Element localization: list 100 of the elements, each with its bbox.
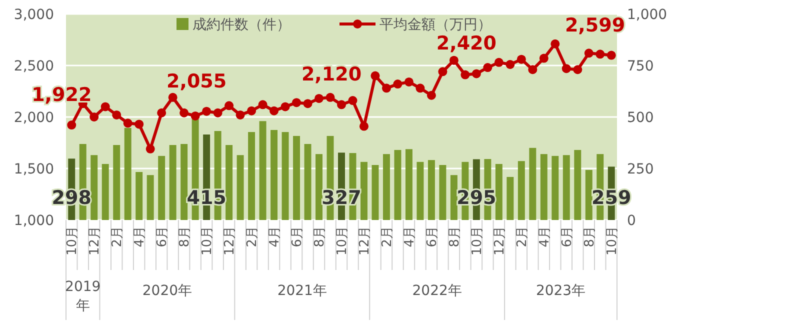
- bar: [506, 176, 514, 220]
- y-tick-label: 2,000: [14, 110, 54, 126]
- x-tick-label: 6月: [425, 226, 440, 248]
- bar: [293, 136, 300, 220]
- point: [416, 84, 425, 93]
- x-tick-label: 12月: [88, 226, 103, 256]
- x-tick-label: 2月: [514, 226, 530, 248]
- point: [516, 54, 526, 64]
- data-label: 2,055: [166, 70, 227, 92]
- text: 2021年: [277, 283, 327, 299]
- point: [112, 110, 122, 120]
- point: [134, 120, 144, 129]
- y-tick-label: 1,000: [14, 212, 54, 229]
- point: [382, 84, 391, 93]
- bar: [552, 156, 559, 220]
- point: [258, 100, 268, 110]
- point: [506, 60, 515, 69]
- bar: [102, 164, 109, 220]
- bar: [540, 154, 548, 220]
- point: [168, 92, 178, 102]
- point: [596, 50, 605, 59]
- bar: [405, 149, 412, 220]
- point: [483, 63, 492, 72]
- bar: [450, 175, 458, 220]
- point: [292, 98, 302, 108]
- bar: [226, 145, 233, 220]
- legend-label: 成約件数（件）: [192, 16, 290, 33]
- point: [247, 106, 256, 116]
- point: [562, 64, 571, 74]
- point: [180, 108, 189, 118]
- x-tick-label: 4月: [268, 226, 283, 248]
- y2-tick-label: 1,000: [627, 6, 668, 23]
- text: 2022年: [412, 283, 462, 299]
- bar: [124, 128, 132, 220]
- bar: [248, 132, 256, 220]
- point: [606, 50, 616, 60]
- bar: [416, 162, 424, 220]
- legend-label: 平均金額（万円）: [380, 16, 492, 33]
- y2-tick-label: 0: [627, 212, 636, 229]
- x-tick-label: 10月: [200, 226, 216, 256]
- bar: [562, 155, 570, 220]
- y-tick-label: 2,500: [14, 58, 54, 74]
- point: [213, 108, 222, 118]
- bar: [316, 154, 322, 220]
- x-tick-label: 2月: [245, 226, 260, 248]
- point: [472, 69, 481, 78]
- x-tick-label: 8月: [448, 226, 462, 248]
- point: [90, 112, 99, 122]
- point: [157, 108, 166, 118]
- bar: [439, 165, 446, 220]
- x-tick-label: 12月: [358, 226, 373, 256]
- point: [337, 100, 346, 110]
- x-tick-label: 12月: [492, 226, 508, 256]
- data-label: 2,420: [436, 32, 496, 55]
- x-tick-label: 2月: [110, 226, 126, 248]
- point: [314, 94, 324, 103]
- bar: [394, 150, 402, 220]
- bar: [382, 154, 390, 220]
- x-tick-label: 6月: [290, 226, 306, 248]
- y-tick-label: 1,500: [14, 161, 54, 178]
- point: [146, 144, 155, 154]
- bar: [360, 162, 368, 220]
- point: [528, 65, 538, 74]
- point: [494, 58, 504, 67]
- point: [438, 67, 448, 76]
- point: [202, 106, 212, 116]
- point: [123, 118, 132, 128]
- bar: [428, 160, 435, 220]
- x-tick-label: 4月: [132, 226, 148, 248]
- text: 2020年: [142, 283, 192, 299]
- point: [270, 106, 279, 116]
- point: [280, 102, 290, 112]
- text: 2019年: [65, 279, 101, 314]
- y2-tick-label: 500: [627, 110, 654, 126]
- text: 2023年: [536, 283, 586, 299]
- bar: [270, 130, 278, 220]
- point: [393, 80, 402, 89]
- point: [404, 77, 414, 86]
- x-tick-label: 10月: [65, 226, 80, 256]
- data-label: 1,922: [32, 84, 92, 106]
- bar: [169, 145, 176, 220]
- point: [584, 48, 594, 58]
- x-tick-label: 8月: [582, 226, 598, 248]
- bar: [518, 161, 525, 220]
- x-tick-label: 10月: [470, 226, 485, 256]
- x-tick-label: 4月: [402, 226, 418, 248]
- x-tick-label: 8月: [312, 226, 328, 248]
- data-label: 2,120: [301, 64, 362, 86]
- x-tick-label: 10月: [604, 226, 620, 256]
- bar: [180, 144, 188, 220]
- point: [224, 101, 234, 110]
- point: [460, 70, 470, 80]
- bar: [146, 175, 154, 220]
- point: [190, 111, 200, 120]
- bar: [574, 150, 582, 220]
- point: [236, 110, 245, 120]
- bar: [304, 144, 312, 220]
- point: [426, 90, 436, 100]
- x-tick-label: 6月: [155, 226, 170, 248]
- bar: [136, 172, 143, 220]
